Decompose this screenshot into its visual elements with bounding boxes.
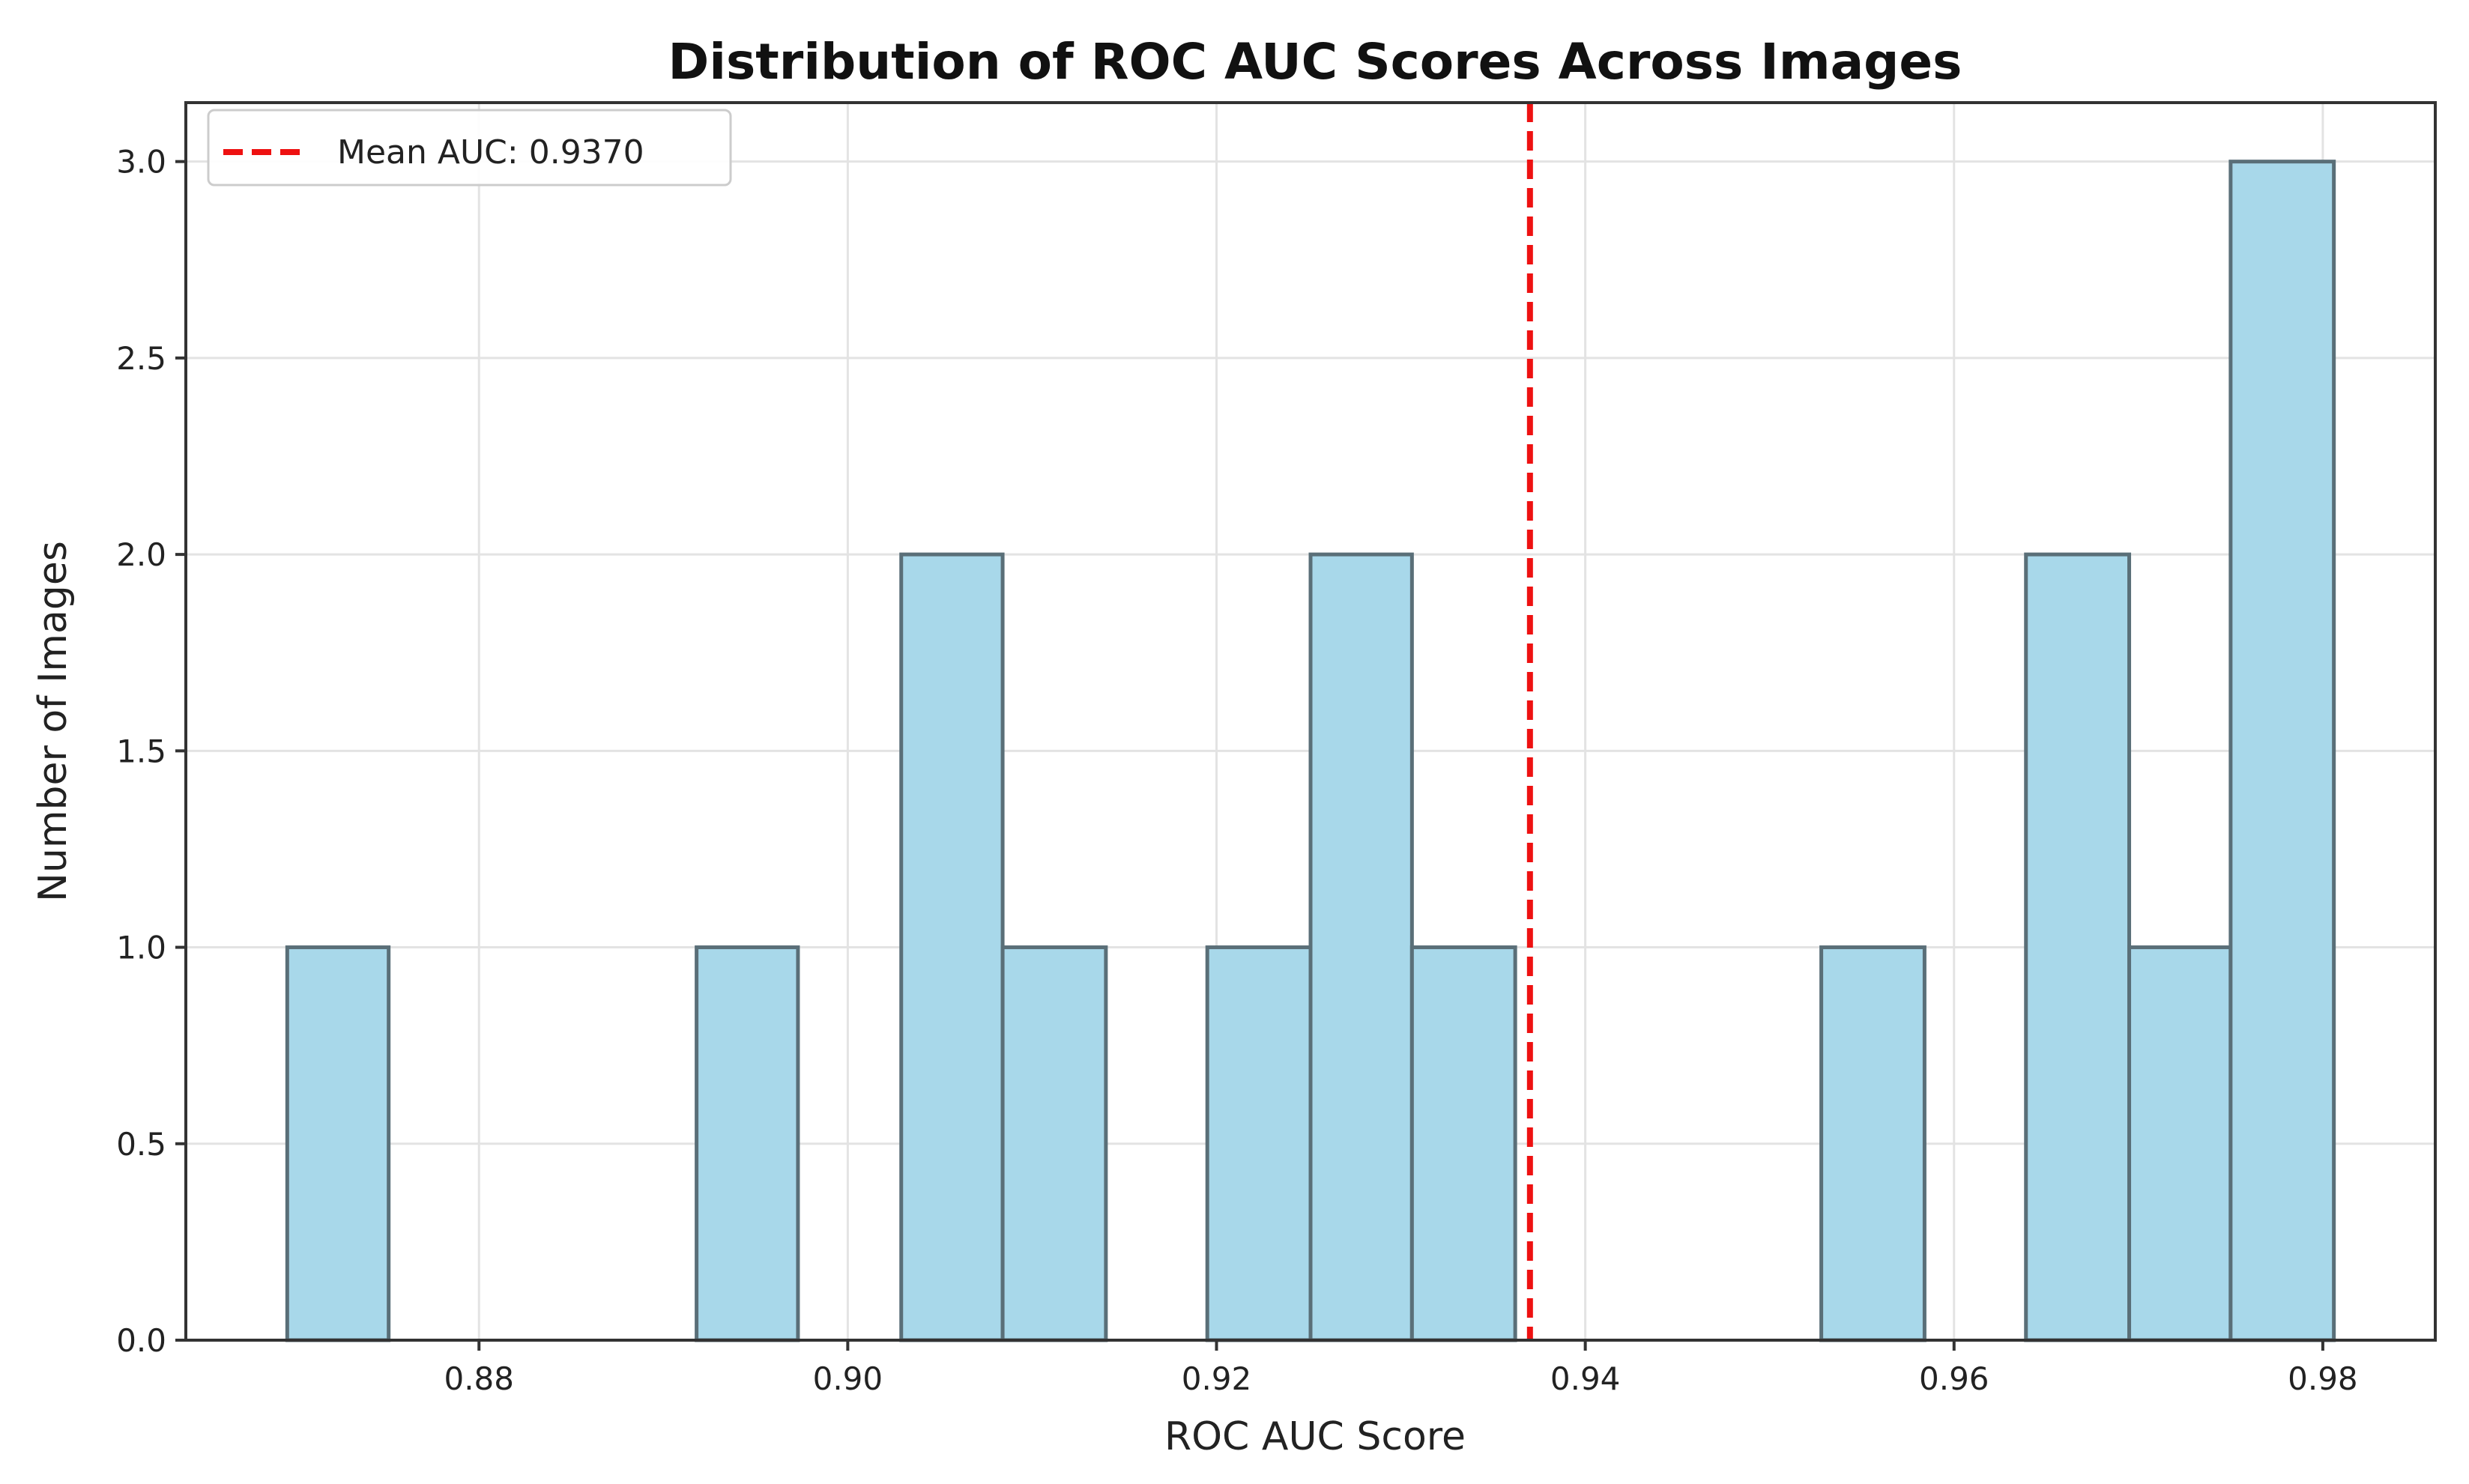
x-axis-ticks: 0.88 0.90 0.92 0.94 0.96 0.98 — [444, 1340, 2358, 1397]
histogram-bar — [1409, 945, 1517, 1342]
x-tick-label: 0.98 — [2288, 1360, 2358, 1397]
histogram-bar — [2127, 945, 2233, 1342]
plot-area-frame — [184, 101, 2437, 1342]
y-tick-label: 2.5 — [116, 340, 166, 377]
histogram-bar — [1308, 552, 1414, 1342]
legend: Mean AUC: 0.9370 — [207, 109, 732, 187]
legend-box — [207, 109, 732, 187]
y-axis-ticks: 0.0 0.5 1.0 1.5 2.0 2.5 3.0 — [116, 144, 186, 1359]
histogram-bar — [2024, 552, 2132, 1342]
chart-title: Distribution of ROC AUC Scores Across Im… — [668, 33, 1962, 91]
x-axis-label: ROC AUC Score — [1164, 1414, 1466, 1459]
histogram-bar — [1819, 945, 1926, 1342]
x-tick-label: 0.96 — [1919, 1360, 1989, 1397]
histogram-bar — [2228, 160, 2336, 1342]
x-tick-label: 0.90 — [813, 1360, 883, 1397]
y-tick-label: 1.0 — [116, 930, 166, 966]
legend-mean-label: Mean AUC: 0.9370 — [337, 133, 644, 172]
histogram-bar — [1000, 945, 1108, 1342]
y-tick-label: 3.0 — [116, 144, 166, 181]
x-tick-label: 0.88 — [444, 1360, 514, 1397]
histogram-bars — [285, 160, 2336, 1342]
x-tick-label: 0.92 — [1182, 1360, 1252, 1397]
histogram-bar — [899, 552, 1005, 1342]
y-tick-label: 1.5 — [116, 733, 166, 769]
y-tick-label: 2.0 — [116, 536, 166, 573]
y-axis-label: Number of Images — [31, 541, 76, 902]
y-tick-label: 0.0 — [116, 1322, 166, 1359]
x-tick-label: 0.94 — [1550, 1360, 1621, 1397]
y-tick-label: 0.5 — [116, 1126, 166, 1163]
histogram-bar — [285, 945, 391, 1342]
histogram-bar — [695, 945, 800, 1342]
histogram-bar — [1205, 945, 1313, 1342]
